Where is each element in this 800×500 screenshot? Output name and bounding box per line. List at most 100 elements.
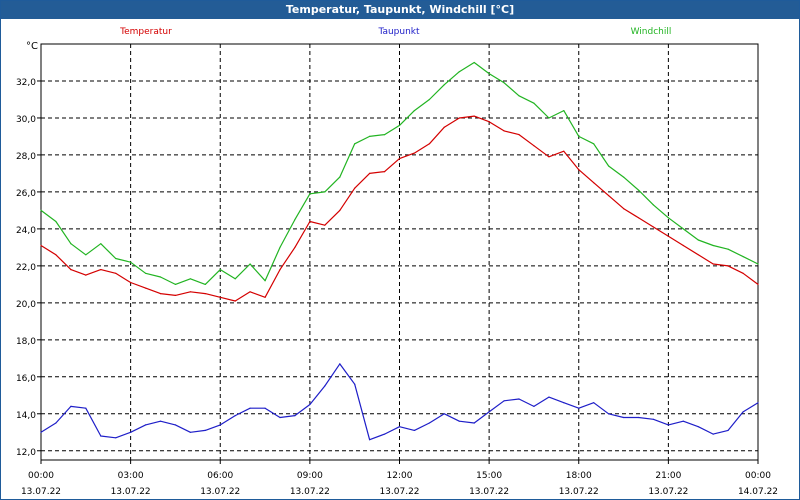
- data-point-windchill: [608, 165, 610, 167]
- data-point-windchill: [85, 254, 87, 256]
- data-point-temperatur: [652, 226, 655, 228]
- plot-border: [40, 43, 759, 461]
- y-tick-label: 26,0: [16, 189, 36, 199]
- data-point-temperatur: [369, 172, 371, 174]
- legend-entry-windchill: Windchill: [631, 27, 672, 37]
- legend-entry-temperatur: Temperatur: [119, 27, 172, 37]
- data-point-windchill: [563, 110, 565, 112]
- data-point-temperatur: [637, 217, 640, 219]
- data-point-windchill: [174, 283, 176, 285]
- x-tick-time-label: 12:00: [387, 471, 413, 481]
- data-point-taupunkt: [563, 402, 565, 404]
- data-point-taupunkt: [682, 420, 684, 422]
- data-point-temperatur: [115, 272, 117, 274]
- data-point-windchill: [130, 261, 132, 263]
- data-point-temperatur: [578, 169, 580, 171]
- data-point-temperatur: [548, 156, 550, 158]
- x-tick-date-label: 13.07.22: [648, 487, 688, 497]
- data-point-taupunkt: [309, 403, 311, 406]
- data-point-temperatur: [473, 115, 475, 117]
- x-tick-time-label: 15:00: [476, 471, 502, 481]
- data-point-windchill: [637, 189, 640, 191]
- data-point-taupunkt: [369, 439, 371, 441]
- data-point-windchill: [682, 228, 684, 230]
- data-point-taupunkt: [85, 407, 87, 409]
- data-point-taupunkt: [249, 407, 251, 409]
- data-point-windchill: [742, 256, 744, 258]
- data-point-windchill: [145, 272, 147, 274]
- x-tick-date-label: 13.07.22: [111, 487, 151, 497]
- data-point-temperatur: [189, 291, 191, 293]
- data-point-temperatur: [727, 265, 729, 267]
- data-point-taupunkt: [697, 426, 699, 428]
- data-point-taupunkt: [70, 405, 72, 407]
- x-tick-time-label: 21:00: [655, 471, 681, 481]
- data-point-taupunkt: [518, 398, 520, 400]
- data-point-temperatur: [398, 158, 401, 160]
- data-point-windchill: [667, 217, 670, 219]
- data-point-temperatur: [712, 263, 714, 265]
- y-tick-label: 32,0: [16, 78, 36, 88]
- x-tick-date-label: 13.07.22: [21, 487, 61, 497]
- y-tick-label: 30,0: [16, 115, 36, 125]
- data-point-taupunkt: [100, 435, 102, 437]
- data-point-taupunkt: [145, 424, 147, 426]
- data-point-windchill: [40, 209, 42, 211]
- x-tick-time-label: 03:00: [118, 471, 144, 481]
- data-point-taupunkt: [159, 420, 162, 422]
- x-tick-time-label: 18:00: [566, 471, 592, 481]
- data-point-windchill: [533, 102, 535, 104]
- data-point-taupunkt: [279, 416, 281, 419]
- data-point-taupunkt: [324, 385, 326, 387]
- data-point-windchill: [757, 263, 759, 265]
- data-point-windchill: [503, 82, 505, 84]
- data-point-taupunkt: [578, 407, 580, 409]
- data-point-taupunkt: [234, 415, 236, 417]
- y-tick-label: 20,0: [16, 300, 36, 310]
- y-tick-label: 28,0: [16, 152, 36, 162]
- data-point-temperatur: [145, 287, 147, 289]
- data-point-temperatur: [682, 244, 684, 247]
- data-point-taupunkt: [174, 424, 176, 426]
- legend-entry-taupunkt: Taupunkt: [377, 27, 420, 37]
- grid: [41, 44, 758, 460]
- data-point-windchill: [727, 248, 729, 250]
- data-point-taupunkt: [398, 426, 401, 428]
- data-point-temperatur: [55, 254, 57, 256]
- y-tick-label: 18,0: [16, 337, 36, 347]
- x-tick-time-label: 06:00: [207, 471, 233, 481]
- data-point-temperatur: [159, 293, 162, 295]
- data-point-taupunkt: [339, 363, 341, 365]
- data-point-temperatur: [667, 235, 670, 237]
- data-point-temperatur: [413, 152, 415, 154]
- y-tick-label: 16,0: [16, 374, 36, 384]
- legend: Temperatur Taupunkt Windchill: [119, 27, 671, 37]
- data-point-taupunkt: [428, 422, 430, 424]
- x-tick-date-label: 13.07.22: [379, 487, 419, 497]
- data-point-taupunkt: [548, 396, 550, 398]
- data-point-windchill: [189, 278, 191, 280]
- data-point-windchill: [115, 257, 117, 260]
- y-axis-unit-label: °C: [26, 41, 38, 52]
- data-point-taupunkt: [384, 433, 386, 435]
- x-tick-date-label: 13.07.22: [200, 487, 240, 497]
- data-point-windchill: [593, 143, 595, 145]
- data-point-windchill: [339, 176, 341, 178]
- tick-labels: 12,0 14,0 16,0 18,0 20,0 22,0 24,0 26,0 28,0 30,0…: [16, 41, 778, 497]
- data-point-temperatur: [354, 187, 356, 189]
- data-point-windchill: [652, 204, 655, 206]
- y-tick-label: 14,0: [16, 411, 36, 421]
- data-point-taupunkt: [757, 402, 759, 404]
- data-point-temperatur: [234, 300, 236, 302]
- x-tick-date-label: 13.07.22: [290, 487, 330, 497]
- data-point-taupunkt: [667, 424, 670, 426]
- x-tick-date-label: 13.07.22: [469, 487, 509, 497]
- data-point-taupunkt: [219, 424, 221, 426]
- data-point-temperatur: [503, 130, 505, 132]
- chart-title: Temperatur, Taupunkt, Windchill [°C]: [1, 1, 799, 19]
- x-tick-date-label: 14.07.22: [738, 487, 778, 497]
- x-tick-time-label: 00:00: [745, 471, 771, 481]
- y-tick-label: 12,0: [16, 448, 36, 458]
- data-point-windchill: [324, 191, 326, 193]
